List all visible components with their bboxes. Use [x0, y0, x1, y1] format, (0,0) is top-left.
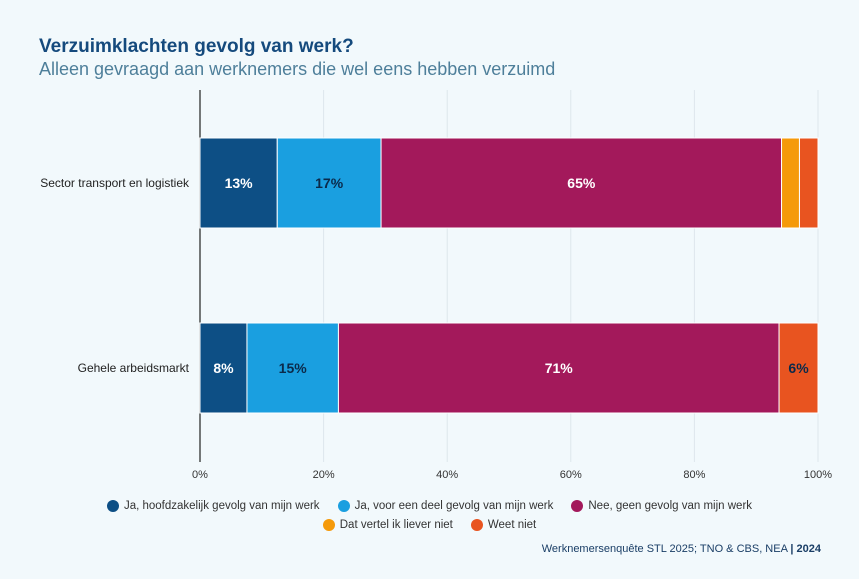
- bar-value-label: 8%: [213, 360, 234, 376]
- x-tick-label: 100%: [804, 469, 832, 481]
- category-label: Gehele arbeidsmarkt: [78, 361, 190, 375]
- bar-segment: [337, 322, 780, 414]
- legend-row-1: Ja, hoofdzakelijk gevolg van mijn werk J…: [0, 500, 859, 512]
- bar-segment: [798, 137, 819, 229]
- stacked-bar-chart: 0% 20% 40% 60% 80% 100% Sector transport en lo…: [40, 90, 832, 481]
- bar-segment: [380, 137, 783, 229]
- legend-row-2: Dat vertel ik liever niet Weet niet: [0, 519, 859, 531]
- source-note: Werknemersenquête STL 2025; TNO & CBS, N…: [542, 543, 821, 555]
- legend-swatch: [571, 500, 584, 512]
- bar-value-label: 6%: [788, 360, 809, 376]
- bar-segment: [199, 137, 278, 229]
- legend: Ja, hoofdzakelijk gevolg van mijn werk J…: [0, 500, 859, 538]
- x-tick-label: 20%: [313, 469, 335, 481]
- legend-item-ja-deel: Ja, voor een deel gevolg van mijn werk: [337, 500, 554, 512]
- source-text: Werknemersenquête STL 2025; TNO & CBS, N…: [541, 543, 788, 555]
- bar-value-label: 15%: [279, 360, 308, 376]
- bar-segment: [781, 137, 800, 229]
- bar-segment: [246, 322, 339, 414]
- legend-label: Dat vertel ik liever niet: [339, 519, 453, 531]
- bar-segment: [778, 322, 819, 414]
- x-tick-label: 80%: [683, 469, 705, 481]
- source-separator: |: [790, 543, 794, 555]
- legend-swatch: [337, 500, 350, 512]
- bar-value-label: 13%: [225, 175, 254, 191]
- legend-label: Weet niet: [487, 519, 537, 531]
- legend-item-liever-niet: Dat vertel ik liever niet: [322, 519, 453, 531]
- category-label: Sector transport en logistiek: [40, 176, 190, 190]
- legend-label: Ja, voor een deel gevolg van mijn werk: [354, 500, 554, 512]
- bar-value-label: 71%: [545, 360, 574, 376]
- legend-label: Nee, geen gevolg van mijn werk: [588, 500, 753, 512]
- x-tick-label: 60%: [560, 469, 582, 481]
- x-tick-label: 0%: [192, 469, 208, 481]
- bar-segment: [199, 322, 248, 414]
- legend-swatch: [322, 519, 335, 531]
- legend-label: Ja, hoofdzakelijk gevolg van mijn werk: [123, 500, 320, 512]
- source-year: 2024: [796, 543, 821, 555]
- x-tick-label: 40%: [436, 469, 458, 481]
- chart-title: Verzuimklachten gevolg van werk?: [39, 36, 354, 57]
- legend-swatch: [106, 500, 119, 512]
- legend-item-ja-hoofdzakelijk: Ja, hoofdzakelijk gevolg van mijn werk: [106, 500, 320, 512]
- legend-item-weet-niet: Weet niet: [470, 519, 537, 531]
- bar-value-label: 17%: [315, 175, 344, 191]
- legend-item-nee: Nee, geen gevolg van mijn werk: [571, 500, 752, 512]
- legend-swatch: [470, 519, 483, 531]
- bar-segment: [276, 137, 382, 229]
- bar-value-label: 65%: [567, 175, 596, 191]
- chart-subtitle: Alleen gevraagd aan werknemers die wel e…: [39, 59, 556, 79]
